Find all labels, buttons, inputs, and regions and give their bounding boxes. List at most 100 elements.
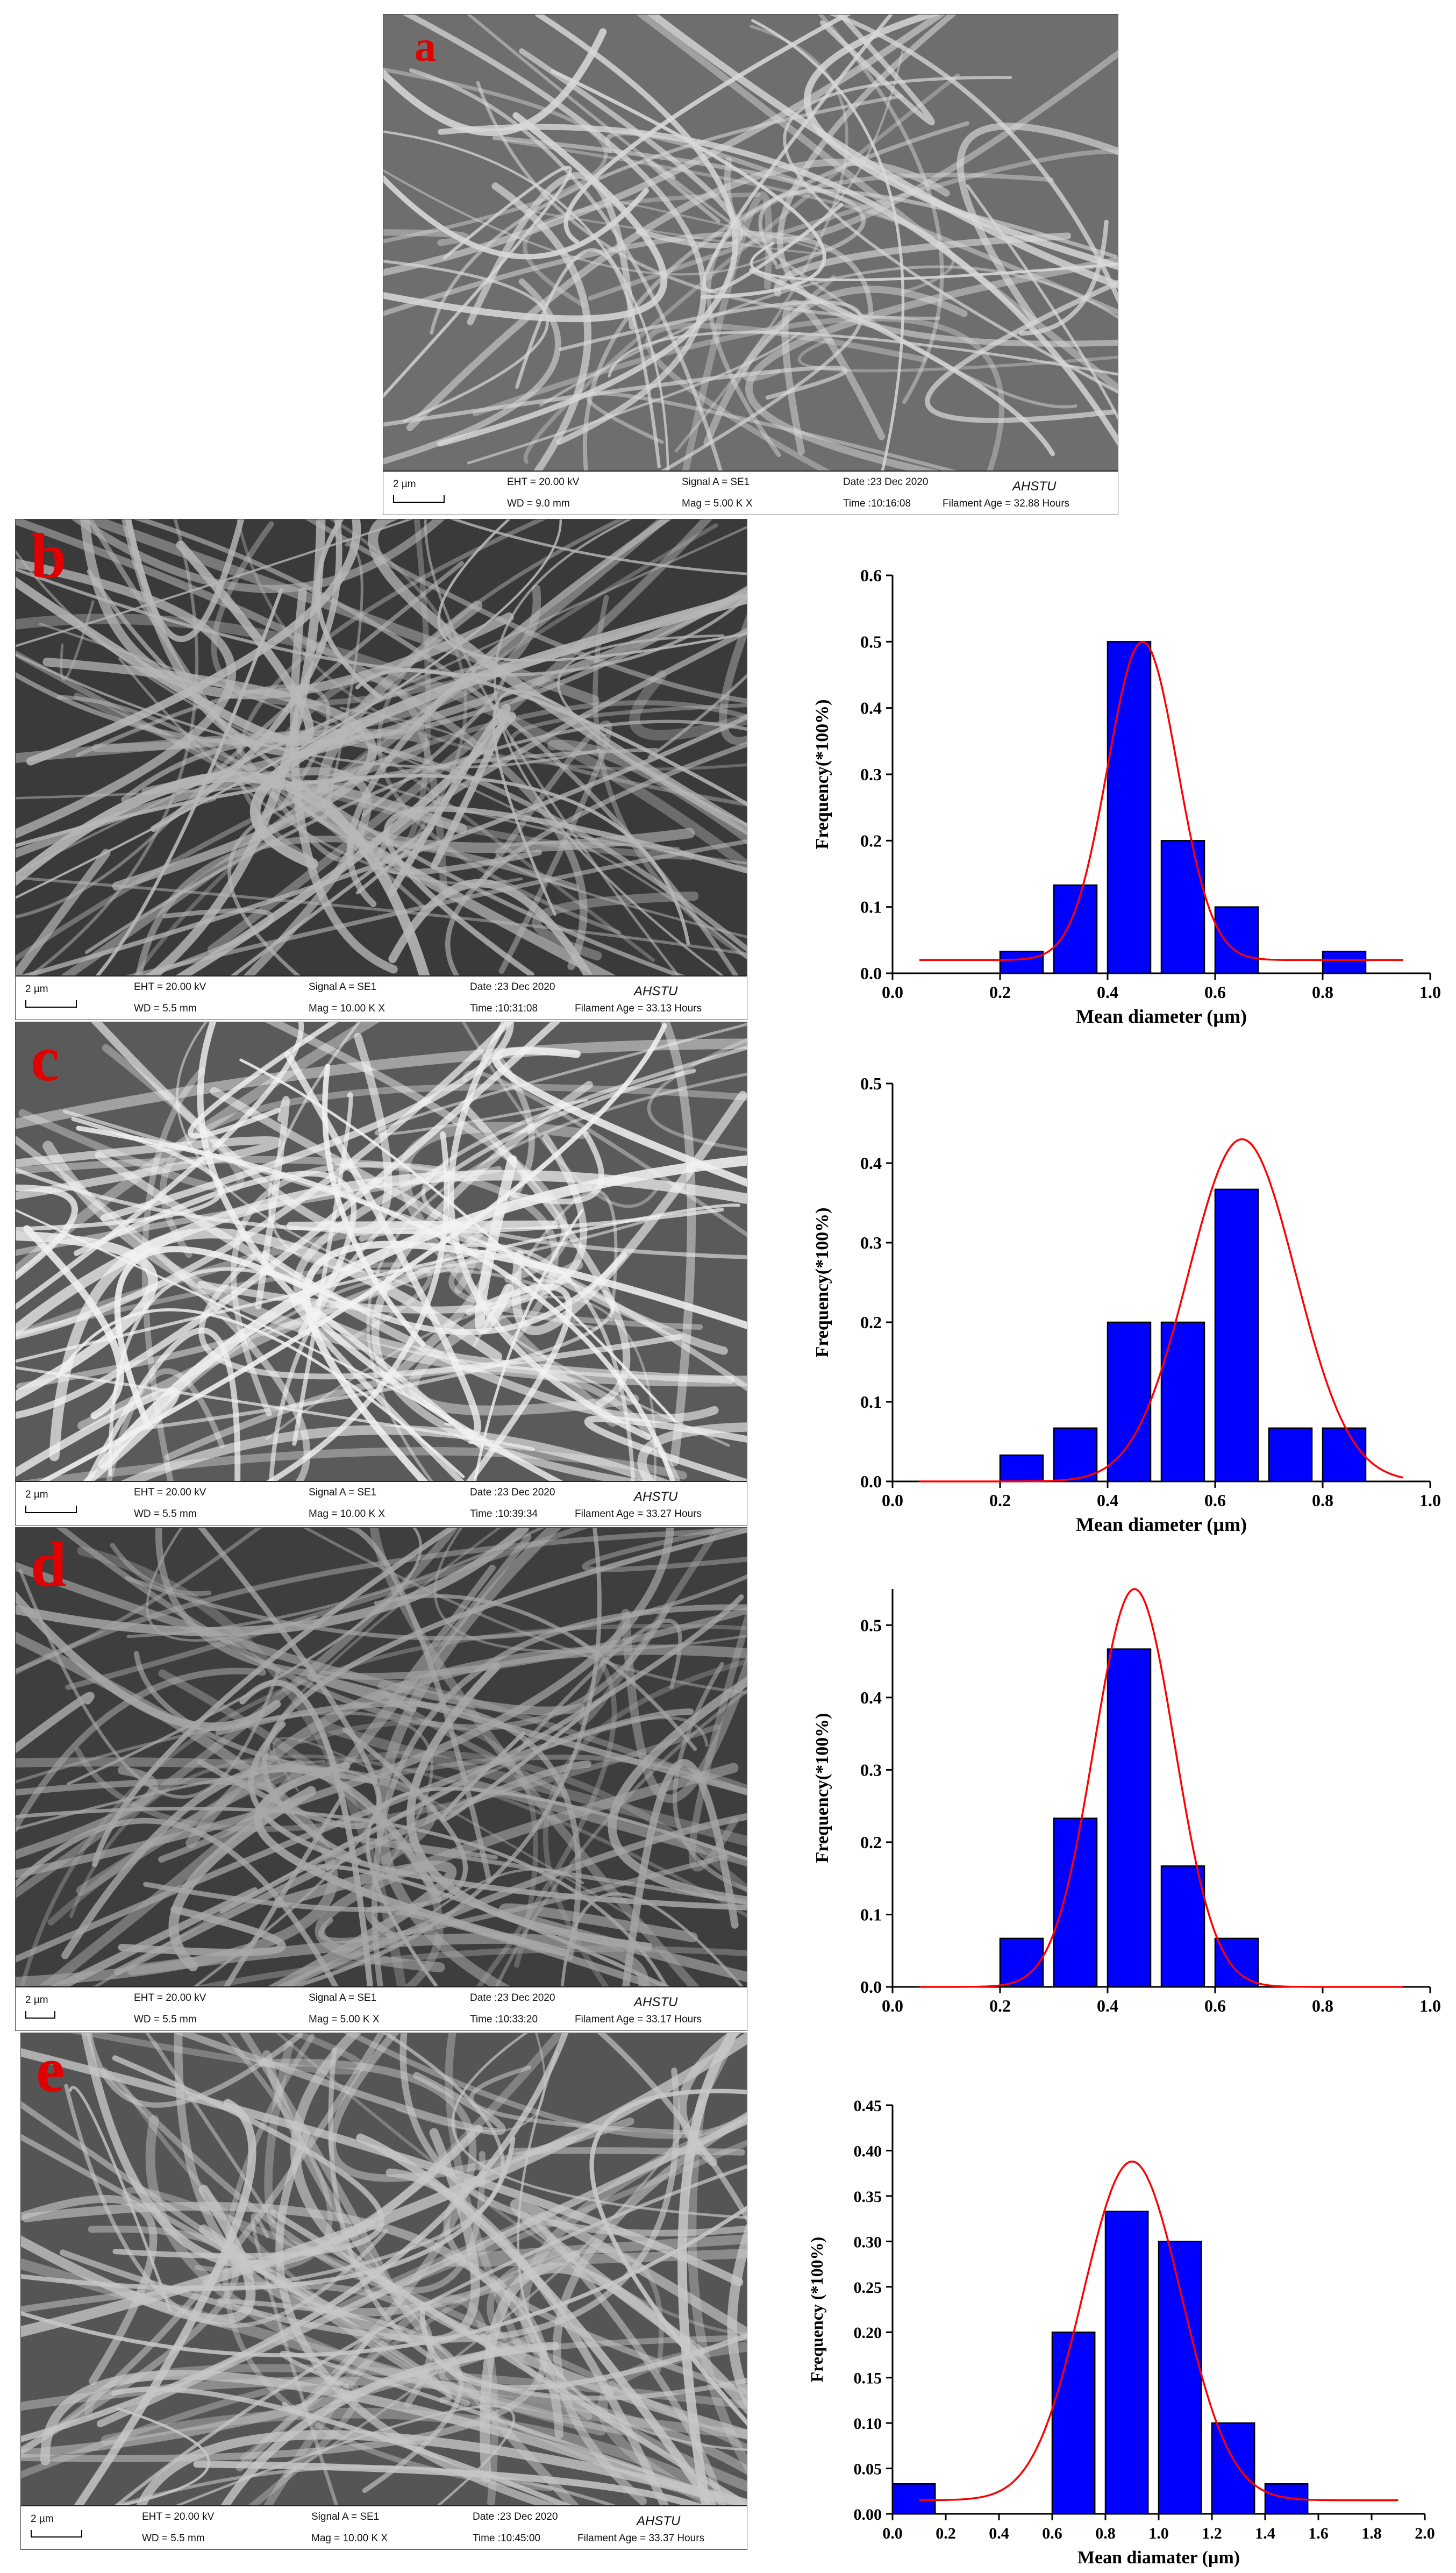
fiber-strand (504, 139, 955, 294)
histogram-bar (1051, 2331, 1096, 2515)
x-tick-label: 1.8 (1361, 2525, 1382, 2542)
x-tick-label: 0.6 (1042, 2525, 1062, 2542)
histogram-bar (1268, 1427, 1313, 1482)
y-tick-label: 0.3 (860, 1233, 882, 1252)
fiber-strand (110, 2407, 210, 2506)
panel-label-d: d (31, 1528, 67, 1600)
panel-label-c: c (31, 1023, 60, 1094)
gaussian-fit-line (919, 2161, 1398, 2501)
y-tick-label: 0.5 (860, 1074, 882, 1093)
y-tick-label: 0.4 (860, 1153, 882, 1173)
filament-age: Filament Age = 33.37 Hours (577, 2533, 705, 2544)
fiber-strand (374, 1594, 697, 1751)
gaussian-fit-line (919, 1138, 1404, 1482)
fiber-strand (797, 337, 1118, 373)
x-tick-label: 0.4 (1097, 1491, 1118, 1510)
fiber-strand (16, 1022, 514, 1340)
fiber-strand (21, 2048, 744, 2286)
fiber-strand (21, 2033, 569, 2442)
fiber-strand (406, 1663, 653, 1951)
wd-value: WD = 5.5 mm (142, 2533, 205, 2544)
fiber-strand (682, 191, 773, 472)
histogram-bar (1214, 906, 1259, 974)
fiber-strand (383, 260, 549, 423)
scale-label: 2 µm (31, 2513, 54, 2525)
histogram-bar (999, 951, 1044, 974)
fiber-strand (21, 2195, 158, 2385)
filament-age: Filament Age = 32.88 Hours (943, 498, 1070, 509)
histogram-bar (1104, 2211, 1149, 2515)
sem-image-d: d 2 µm EHT = 20.00 kV WD = 5.5 mm Signal… (15, 1527, 747, 2031)
fiber-strand (497, 1314, 730, 1447)
fiber-strand (149, 1269, 541, 1422)
fiber-strand (138, 908, 275, 977)
fiber-strand (16, 1022, 561, 1419)
date-value: Date :23 Dec 2020 (470, 1992, 555, 2004)
fiber-strand (16, 1054, 535, 1390)
panel-label-a: a (415, 23, 436, 70)
fiber-strand (346, 519, 672, 907)
fiber-strand (19, 1624, 747, 1987)
fiber-strand (467, 172, 636, 330)
fiber-strand (636, 15, 1118, 393)
date-value: Date :23 Dec 2020 (470, 981, 555, 993)
mag-value: Mag = 5.00 K X (682, 498, 753, 509)
fiber-strand (219, 1594, 744, 1914)
fiber-strand (308, 1864, 673, 1987)
fiber-strand (145, 519, 326, 977)
institution-label: AHSTU (634, 1489, 678, 1504)
fiber-strand (77, 1259, 490, 1430)
fiber-strand (111, 2386, 575, 2506)
fiber-strand (647, 674, 747, 759)
histogram-bar (1160, 1865, 1205, 1988)
fiber-strand (499, 1903, 747, 1982)
fiber-strand (450, 519, 747, 575)
fiber-strand (702, 15, 894, 293)
fiber-strand (48, 1887, 258, 1987)
fiber-strand (719, 614, 747, 745)
fiber-strand (328, 2033, 634, 2182)
fiber-strand (95, 1151, 719, 1423)
x-tick-label: 0.6 (1204, 1491, 1226, 1510)
fiber-strand (100, 1022, 514, 1222)
fiber-strand (586, 391, 962, 472)
fiber-strand (461, 1022, 658, 1208)
sem-info-bar: 2 µm EHT = 20.00 kV WD = 5.5 mm Signal A… (16, 1986, 747, 2030)
sem-image-c: c 2 µm EHT = 20.00 kV WD = 5.5 mm Signal… (15, 1022, 747, 1526)
time-value: Time :10:31:08 (470, 1003, 538, 1014)
scale-label: 2 µm (25, 1489, 48, 1500)
fiber-strand (803, 15, 1118, 270)
fiber-strand (122, 519, 365, 756)
fiber-strand (472, 1189, 618, 1348)
histogram-bar (1053, 1427, 1098, 1482)
fiber-strand (56, 1308, 465, 1479)
fiber-strand (21, 2334, 536, 2458)
filament-age: Filament Age = 33.13 Hours (575, 1003, 702, 1014)
y-tick-label: 0.2 (860, 1313, 882, 1332)
fiber-strand (74, 692, 694, 860)
x-axis-label: Mean diameter (µm) (1076, 1514, 1247, 1535)
fiber-strand (925, 280, 1118, 423)
fiber-strand (84, 719, 747, 954)
y-tick-label: 0.45 (854, 2097, 882, 2115)
histogram-e: 0.00 0.05 0.10 0.15 0.20 0.25 0.30 0.35 0.40 0.45… (807, 2097, 1435, 2568)
scale-label: 2 µm (25, 1994, 48, 2006)
fiber-strand (16, 1116, 224, 1231)
y-tick-label: 0.0 (860, 964, 882, 983)
fiber-strand (372, 1604, 747, 1987)
x-tick-label: 0.8 (1312, 982, 1333, 1002)
fiber-strand (517, 2051, 747, 2451)
time-value: Time :10:45:00 (473, 2533, 541, 2544)
fiber-strand (49, 1228, 502, 1462)
x-tick-label: 0.4 (989, 2525, 1009, 2542)
mag-value: Mag = 10.00 K X (311, 2533, 388, 2544)
fiber-strand (174, 2033, 506, 2135)
fiber-strand (494, 519, 726, 977)
y-tick-label: 0.05 (854, 2461, 882, 2478)
fiber-strand (532, 891, 699, 961)
time-value: Time :10:33:20 (470, 2014, 538, 2025)
fiber-strand (16, 1528, 529, 1636)
fiber-strand (365, 1905, 671, 1987)
fiber-strand (69, 2086, 172, 2312)
fiber-strand (589, 2089, 747, 2426)
